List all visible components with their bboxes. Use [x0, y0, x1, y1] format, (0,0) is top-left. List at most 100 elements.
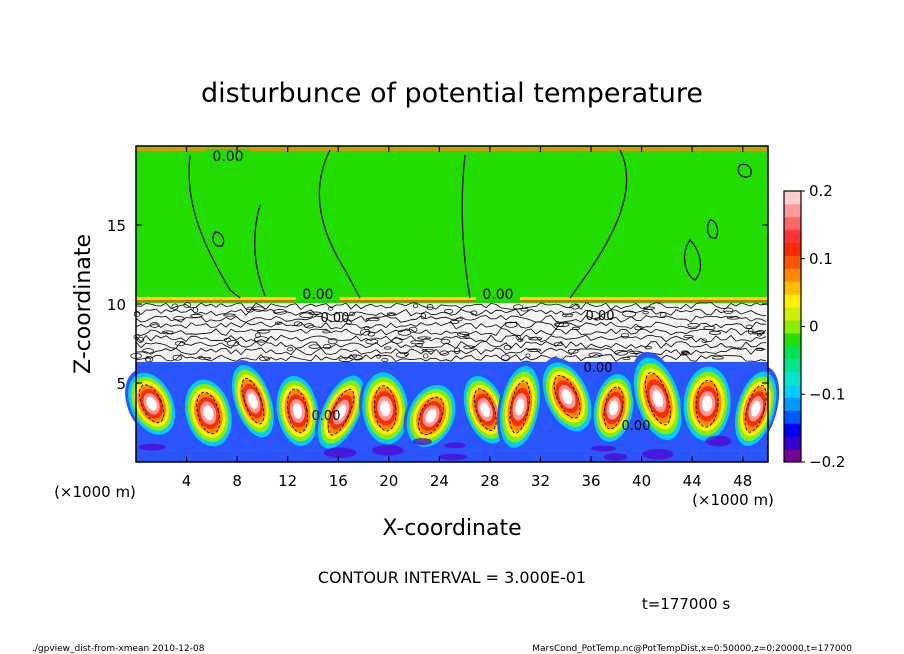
contour-line: [188, 154, 241, 299]
contour-line: [397, 329, 412, 336]
contour-line: [444, 309, 454, 314]
contour-line: [628, 350, 642, 354]
plume: [591, 369, 637, 447]
plume-layer: [138, 443, 166, 451]
x-tick-label: 20: [379, 472, 398, 490]
contour-line: [570, 303, 580, 310]
contour-line: [642, 311, 649, 315]
contour-line: [365, 338, 379, 345]
contour-line: [413, 303, 418, 309]
colorbar-swatch: [784, 320, 801, 334]
contour-line: [183, 302, 192, 308]
contour-label: 0.00: [622, 419, 651, 434]
contour-line: [287, 347, 294, 352]
contour-line: [196, 391, 221, 435]
contour-line: [212, 231, 225, 247]
contour-line: [135, 341, 767, 349]
contour-line: [453, 347, 461, 354]
contour-line: [308, 311, 322, 315]
x-tick-label: 32: [531, 472, 550, 490]
contour-line: [455, 317, 463, 322]
x-axis-label: X-coordinate: [382, 516, 521, 541]
contour-line: [142, 348, 154, 354]
contour-line: [304, 323, 315, 329]
contour-line: [683, 335, 694, 338]
contour-line: [318, 149, 361, 299]
contour-line: [373, 385, 397, 432]
contour-line: [752, 331, 765, 335]
contour-line: [520, 308, 529, 312]
colorbar-labels: 0.2 0.1 0 −0.1 −0.2: [801, 182, 845, 471]
contour-line: [384, 346, 392, 350]
contour-line: [525, 353, 531, 358]
plume-layer: [425, 409, 437, 423]
colorbar-tick-label: −0.2: [809, 453, 845, 471]
contour-line: [138, 384, 165, 424]
x-unit-left: (×1000 m): [54, 483, 136, 501]
colorbar-tick-label: 0: [809, 318, 819, 336]
x-tick-label: 48: [733, 472, 752, 490]
contour-label: 0.00: [212, 149, 243, 165]
contour-line: [253, 336, 269, 343]
contour-line: [223, 337, 232, 343]
contour-line: [572, 326, 581, 330]
convection-plumes: [125, 351, 780, 461]
contour-line: [273, 309, 288, 315]
contour-line: [396, 351, 408, 358]
plume: [125, 368, 179, 439]
contour-line: [287, 388, 308, 434]
contour-line: [470, 310, 478, 316]
top-boundary-band: [136, 147, 768, 151]
contour-line: [137, 336, 145, 343]
colorbar-swatch: [784, 345, 801, 360]
contour-line: [135, 301, 767, 310]
interface-orange-band: [136, 300, 768, 302]
contour-line: [712, 355, 724, 360]
plume: [630, 351, 685, 446]
contour-line: [252, 306, 265, 312]
contour-line: [569, 149, 628, 299]
plume-layer: [480, 402, 491, 418]
plume-layer: [701, 395, 713, 412]
colorbar-swatch: [784, 358, 801, 373]
colorbar-swatch: [784, 203, 801, 218]
plume: [314, 370, 368, 454]
contour-line: [517, 338, 524, 342]
contour-line: [726, 316, 740, 320]
contour-label: 0.00: [321, 311, 350, 326]
contour-line: [528, 336, 543, 341]
contour-label-background: [476, 287, 520, 301]
plume-layer: [515, 398, 525, 416]
contour-line: [299, 312, 314, 319]
plume-layer: [203, 405, 214, 421]
contour-line: [681, 350, 689, 354]
plot-area: 0.00 0.00 0.00 0.00 0.00 0.00 0.00 0.00: [125, 145, 780, 463]
contour-line: [621, 332, 630, 339]
contour-line: [149, 322, 160, 328]
contour-line: [171, 303, 179, 310]
contour-line: [449, 320, 460, 324]
contour-line: [365, 317, 380, 322]
colorbar-tick-label: 0.2: [809, 182, 833, 200]
colorbar-swatch: [784, 332, 801, 347]
colorbar-swatch: [784, 242, 801, 257]
contour-line: [755, 347, 764, 351]
contour-line: [634, 325, 644, 331]
plume: [680, 361, 734, 446]
plume-layer: [146, 396, 157, 411]
contour-line: [348, 354, 363, 360]
contour-line: [246, 306, 254, 313]
contour-line: [687, 323, 700, 328]
contour-line: [614, 350, 628, 356]
contour-line: [403, 352, 409, 356]
x-tick-label: 12: [278, 472, 297, 490]
colorbar-swatch: [784, 397, 801, 411]
contour-line: [505, 321, 518, 328]
contour-line: [386, 312, 396, 316]
upper-region-fill: [136, 146, 768, 303]
contour-line: [737, 163, 752, 178]
contour-line: [503, 344, 512, 351]
contour-line: [327, 388, 355, 436]
y-axis-ticks: 5 10 15: [107, 217, 768, 393]
contour-line: [643, 306, 655, 310]
